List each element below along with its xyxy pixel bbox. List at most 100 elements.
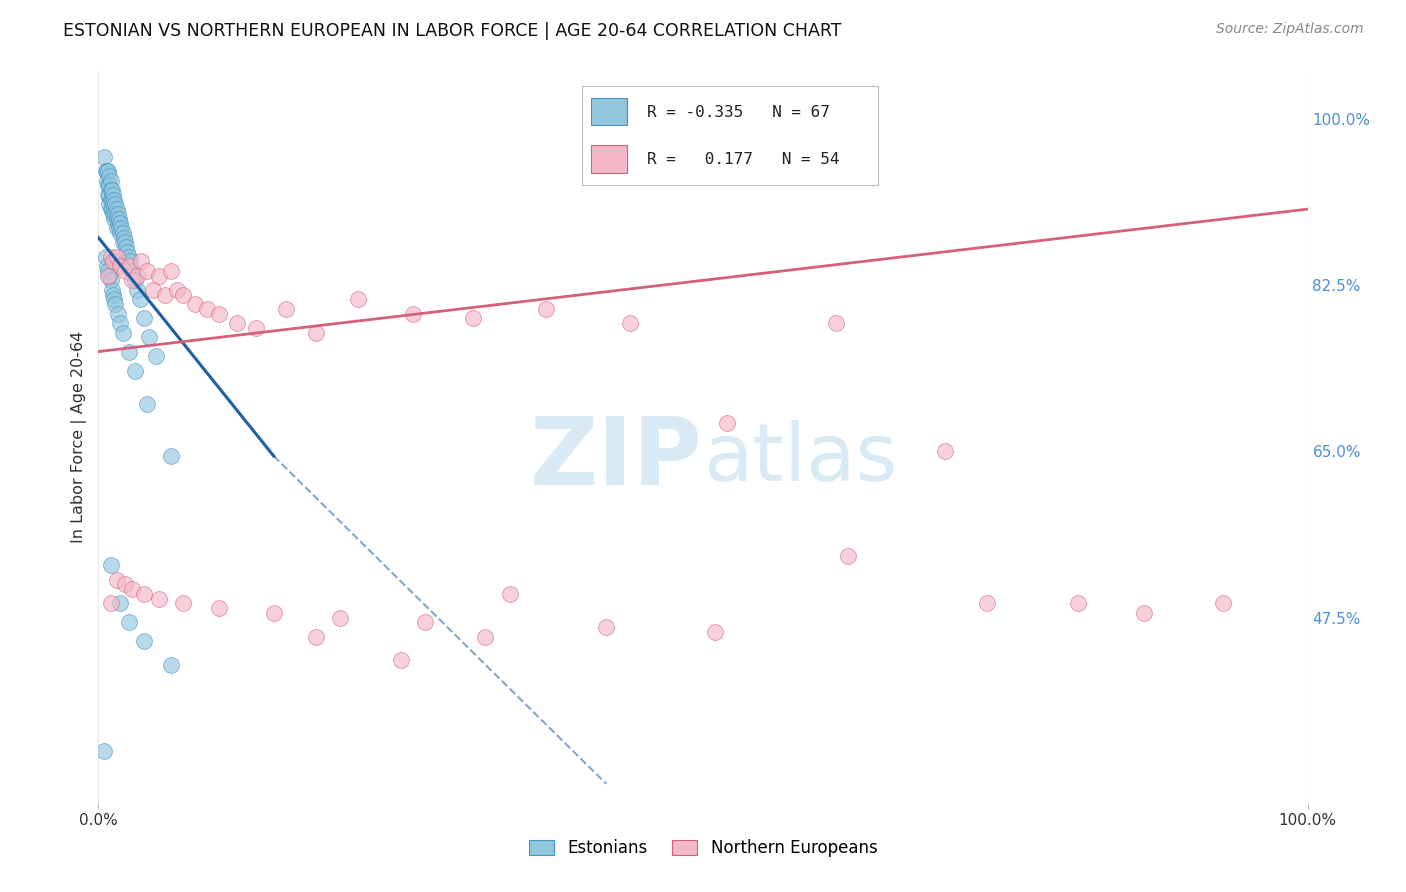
Point: [105, 202, 128, 216]
Text: Source: ZipAtlas.com: Source: ZipAtlas.com: [1216, 22, 1364, 37]
Point: [96, 173, 118, 187]
Point: [274, 301, 297, 316]
Point: [134, 587, 156, 601]
Point: [142, 283, 165, 297]
Point: [112, 230, 135, 244]
Point: [124, 363, 146, 377]
Point: [716, 416, 738, 430]
Point: [263, 606, 285, 620]
Point: [226, 316, 249, 330]
Point: [96, 259, 118, 273]
Point: [118, 250, 141, 264]
Point: [101, 187, 124, 202]
Point: [98, 169, 121, 183]
Point: [172, 287, 194, 301]
Point: [101, 197, 124, 211]
Point: [148, 268, 170, 283]
Point: [129, 254, 152, 268]
Point: [97, 187, 120, 202]
Point: [114, 235, 136, 250]
Point: [97, 264, 120, 278]
Point: [1133, 606, 1156, 620]
Point: [160, 449, 183, 463]
Point: [134, 311, 156, 326]
Point: [208, 601, 231, 615]
Point: [94, 250, 117, 264]
Point: [108, 226, 131, 240]
Point: [837, 549, 859, 563]
Point: [347, 293, 370, 307]
Point: [104, 297, 127, 311]
Point: [118, 259, 141, 273]
Point: [145, 349, 167, 363]
Point: [463, 311, 485, 326]
Point: [115, 240, 138, 254]
Point: [101, 254, 124, 268]
Point: [121, 582, 143, 596]
Point: [93, 150, 115, 164]
Point: [100, 183, 122, 197]
Point: [619, 316, 641, 330]
Point: [100, 596, 122, 610]
Point: [100, 173, 122, 187]
Point: [107, 216, 129, 230]
Point: [114, 264, 136, 278]
Point: [166, 283, 188, 297]
Point: [138, 330, 160, 344]
Point: [128, 293, 150, 307]
Point: [305, 326, 328, 340]
Point: [127, 283, 149, 297]
Point: [105, 221, 128, 235]
Point: [97, 164, 120, 178]
Point: [825, 316, 848, 330]
Point: [111, 226, 134, 240]
Point: [976, 596, 998, 610]
Point: [111, 235, 134, 250]
Point: [108, 259, 131, 273]
Point: [100, 202, 122, 216]
Point: [98, 197, 121, 211]
Point: [160, 264, 183, 278]
Point: [305, 630, 328, 644]
Text: ZIP: ZIP: [530, 413, 703, 505]
Point: [534, 301, 557, 316]
Point: [108, 316, 131, 330]
Point: [118, 615, 141, 630]
Point: [100, 183, 122, 197]
Point: [98, 178, 121, 193]
Point: [101, 207, 124, 221]
Point: [134, 634, 156, 648]
Point: [704, 624, 727, 639]
Point: [110, 221, 132, 235]
Point: [105, 250, 128, 264]
Point: [97, 268, 120, 283]
Point: [148, 591, 170, 606]
Point: [104, 197, 127, 211]
Point: [118, 344, 141, 359]
Point: [100, 273, 122, 287]
Point: [121, 273, 143, 287]
Point: [103, 293, 125, 307]
Point: [111, 326, 134, 340]
Point: [184, 297, 207, 311]
Point: [104, 207, 127, 221]
Point: [100, 283, 122, 297]
Point: [329, 610, 352, 624]
Point: [107, 207, 129, 221]
Point: [135, 397, 157, 411]
Point: [208, 307, 231, 321]
Point: [107, 307, 129, 321]
Point: [402, 307, 425, 321]
Point: [1067, 596, 1090, 610]
Point: [121, 264, 143, 278]
Point: [100, 558, 122, 573]
Point: [108, 596, 131, 610]
Point: [103, 193, 125, 207]
Point: [108, 221, 131, 235]
Point: [127, 268, 149, 283]
Point: [195, 301, 218, 316]
Point: [135, 264, 157, 278]
Point: [108, 216, 131, 230]
Point: [105, 573, 128, 587]
Point: [160, 658, 183, 673]
